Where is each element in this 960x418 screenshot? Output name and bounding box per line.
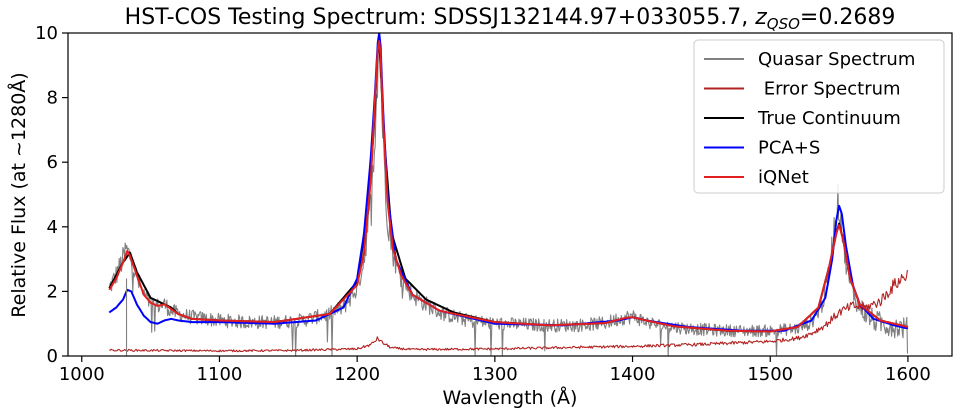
- series-layer: [108, 33, 909, 356]
- chart-title-main: HST-COS Testing Spectrum: SDSSJ132144.97…: [125, 5, 756, 30]
- series-line-iqnet: [108, 40, 909, 333]
- plot-frame: [67, 32, 953, 357]
- legend-label: PCA+S: [758, 138, 820, 159]
- legend-label: iQNet: [758, 167, 809, 188]
- chart-title-z-subscript: QSO: [767, 15, 800, 33]
- y-tick-label: 8: [47, 88, 58, 109]
- y-axis-ticks: 0 2 4 6 8 10: [35, 23, 68, 367]
- legend-label: Quasar Spectrum: [758, 49, 915, 70]
- x-axis-label: Wavlength (Å): [443, 386, 578, 409]
- y-axis-label: Relative Flux (at ~1280Å): [7, 72, 30, 317]
- y-tick-label: 2: [47, 281, 58, 302]
- chart-title-z-value: =0.2689: [800, 5, 895, 30]
- y-tick-label: 4: [47, 217, 58, 238]
- series-line-quasar-spectrum: [108, 37, 909, 356]
- chart-title-z-symbol: z: [754, 5, 767, 30]
- chart-title: HST-COS Testing Spectrum: SDSSJ132144.97…: [125, 5, 896, 33]
- y-tick-label: 6: [47, 152, 58, 173]
- y-tick-label: 0: [47, 346, 58, 367]
- legend: Quasar Spectrum Error Spectrum True Conti…: [693, 39, 945, 194]
- legend-box: [693, 39, 945, 194]
- legend-label: Error Spectrum: [758, 79, 901, 100]
- y-tick-label: 10: [35, 23, 58, 44]
- legend-label: True Continuum: [757, 108, 901, 129]
- x-tick-label: 1000: [59, 364, 105, 385]
- x-tick-label: 1100: [197, 364, 243, 385]
- x-axis-ticks: 1000 1100 1200 1300 1400 1500 1600: [59, 356, 931, 385]
- x-tick-label: 1400: [610, 364, 656, 385]
- legend-items: Quasar Spectrum Error Spectrum True Conti…: [704, 49, 915, 188]
- series-line-error-spectrum: [109, 269, 908, 353]
- x-tick-label: 1500: [747, 364, 793, 385]
- x-tick-label: 1600: [885, 364, 931, 385]
- x-tick-label: 1200: [334, 364, 380, 385]
- x-tick-label: 1300: [472, 364, 518, 385]
